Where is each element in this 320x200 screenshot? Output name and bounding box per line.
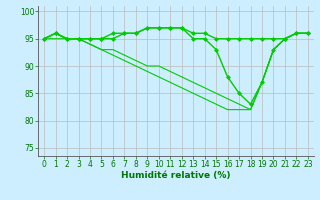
X-axis label: Humidité relative (%): Humidité relative (%): [121, 171, 231, 180]
